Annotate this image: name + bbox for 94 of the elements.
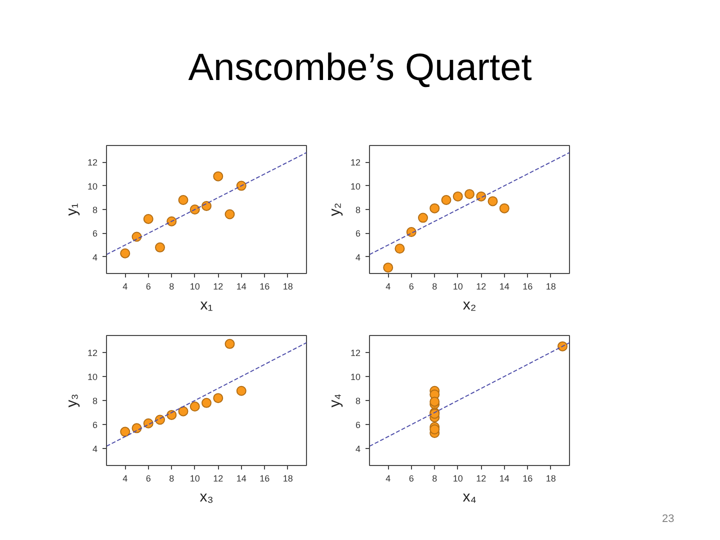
x-tick-label: 18 — [282, 474, 293, 484]
point — [143, 418, 154, 428]
x-tick-label: 4 — [386, 282, 391, 292]
point — [476, 191, 486, 202]
point — [558, 341, 568, 352]
point — [120, 248, 130, 258]
point — [190, 402, 200, 412]
y-tick-label: 10 — [87, 372, 98, 382]
y-axis-title: y₁ — [63, 203, 80, 216]
x-tick-label: 12 — [476, 282, 486, 292]
y-tick-label: 8 — [92, 396, 98, 406]
y-tick-label: 6 — [92, 420, 98, 430]
x-tick-label: 16 — [260, 474, 270, 484]
x-tick-label: 4 — [122, 474, 128, 484]
chart-title: Anscombe’s Quartet — [187, 46, 533, 90]
point — [441, 195, 452, 206]
point — [178, 406, 188, 416]
x-tick-label: 6 — [408, 474, 414, 484]
y-tick-label: 4 — [355, 444, 361, 454]
x-tick-label: 18 — [546, 474, 556, 484]
x-tick-label: 16 — [522, 282, 533, 292]
x-tick-label: 4 — [122, 282, 128, 292]
point — [178, 195, 188, 206]
y-tick-label: 6 — [355, 420, 361, 430]
y-tick-label: 8 — [355, 396, 361, 406]
point — [499, 203, 510, 214]
y-tick-label: 12 — [87, 158, 98, 168]
x-tick-label: 6 — [408, 282, 414, 292]
x-tick-label: 12 — [476, 474, 486, 484]
point — [418, 212, 428, 223]
y-tick-label: 10 — [350, 181, 361, 192]
x-tick-label: 4 — [386, 474, 391, 484]
x-tick-label: 14 — [499, 282, 510, 292]
x-tick-label: 10 — [190, 282, 200, 292]
y-tick-label: 4 — [92, 252, 98, 262]
point — [120, 426, 130, 437]
x-axis-title: x₄ — [462, 488, 476, 506]
point — [202, 200, 212, 211]
point — [464, 189, 474, 200]
point — [213, 171, 224, 182]
y-tick-label: 4 — [92, 444, 98, 454]
point — [488, 196, 498, 206]
x-tick-label: 8 — [432, 282, 438, 292]
y-tick-label: 6 — [355, 228, 361, 239]
x-tick-label: 10 — [452, 474, 463, 484]
x-tick-label: 8 — [169, 282, 174, 292]
y-tick-label: 6 — [92, 228, 98, 239]
y-tick-label: 8 — [355, 205, 361, 215]
x-tick-label: 14 — [499, 474, 510, 484]
point — [430, 424, 440, 434]
x-tick-label: 14 — [236, 474, 246, 484]
point — [430, 396, 440, 407]
y-tick-label: 10 — [87, 181, 98, 192]
y-tick-label: 10 — [350, 372, 361, 382]
x-tick-label: 10 — [452, 282, 463, 292]
y-tick-label: 8 — [92, 205, 98, 215]
y-axis-title: y₄ — [326, 394, 344, 408]
point — [394, 244, 405, 254]
point — [224, 338, 235, 349]
x-tick-label: 10 — [190, 474, 200, 484]
point — [132, 232, 142, 242]
point — [236, 386, 246, 396]
point — [202, 398, 212, 408]
x-tick-label: 8 — [432, 474, 438, 484]
text: 23 — [662, 512, 674, 527]
point — [452, 191, 463, 202]
x-tick-label: 14 — [236, 282, 246, 292]
point — [143, 214, 154, 224]
y-axis-title: y₃ — [63, 394, 80, 408]
point — [224, 209, 235, 220]
y-tick-label: 12 — [350, 348, 361, 358]
point — [383, 262, 394, 273]
y-tick-label: 12 — [87, 348, 98, 358]
y-tick-label: 4 — [355, 252, 361, 262]
x-tick-label: 6 — [146, 282, 151, 292]
point — [154, 242, 165, 252]
point — [166, 216, 177, 226]
point — [190, 204, 200, 214]
x-tick-label: 12 — [213, 474, 224, 484]
y-axis-title: y₂ — [326, 202, 344, 216]
x-tick-label: 18 — [546, 282, 556, 292]
point — [213, 393, 224, 404]
y-tick-label: 12 — [350, 158, 361, 168]
x-tick-label: 6 — [146, 474, 151, 484]
x-tick-label: 16 — [260, 282, 270, 292]
point — [430, 203, 440, 214]
x-axis-title: x₁ — [200, 296, 213, 314]
x-tick-label: 8 — [169, 474, 174, 484]
x-axis-title: x₃ — [200, 488, 214, 506]
x-tick-label: 16 — [522, 474, 533, 484]
x-axis-title: x₂ — [462, 296, 476, 314]
x-tick-label: 12 — [213, 282, 224, 292]
point — [236, 180, 246, 191]
x-tick-label: 18 — [282, 282, 293, 292]
